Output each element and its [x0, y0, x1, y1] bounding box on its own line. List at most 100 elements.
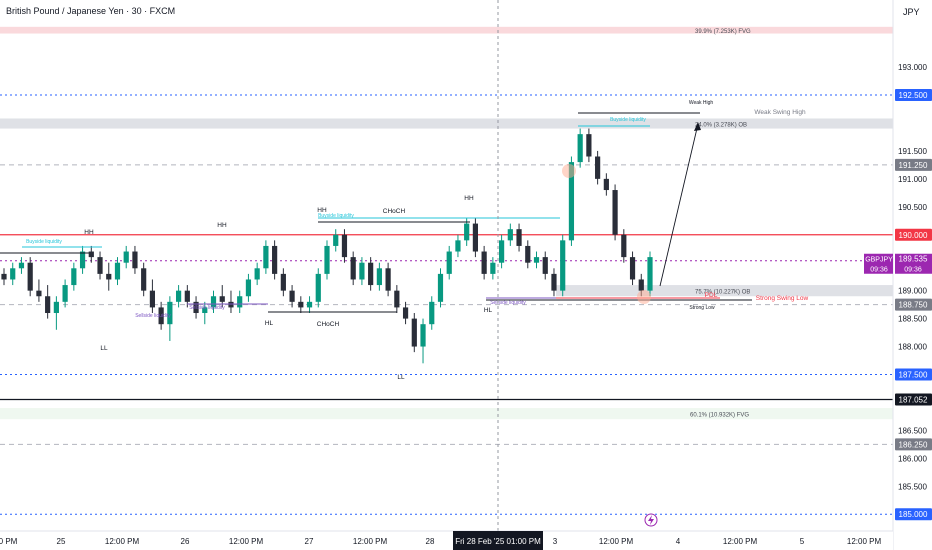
candle — [280, 268, 286, 297]
price-level-badge — [895, 89, 932, 102]
structure-label: CHoCH — [317, 321, 340, 328]
liquidity-sweep-marker — [637, 290, 651, 304]
candle-body — [621, 234, 627, 258]
candle — [455, 234, 461, 258]
candle-body — [455, 240, 461, 252]
candle-body — [298, 301, 304, 308]
candle-body — [228, 301, 234, 308]
chart-title: British Pound / Japanese Yen · 30 · FXCM — [6, 6, 175, 16]
time-tick-label: 0 PM — [0, 537, 18, 546]
candle-body — [429, 301, 435, 325]
candle — [472, 217, 479, 258]
alert-lightning-icon[interactable] — [644, 513, 658, 527]
candle — [420, 318, 426, 364]
candle-body — [560, 240, 566, 291]
structure-label: LL — [100, 345, 108, 352]
candle — [376, 262, 382, 291]
price-tick-label: 193.000 — [898, 63, 927, 72]
candle — [167, 296, 173, 341]
candle — [647, 251, 653, 297]
candle — [341, 229, 348, 263]
candle — [437, 268, 444, 308]
price-level-badge — [895, 438, 932, 451]
candle-body — [114, 262, 121, 280]
candle — [175, 285, 182, 308]
structure-label: Weak High — [689, 100, 714, 106]
candle-body — [306, 301, 313, 308]
candle — [79, 245, 86, 274]
candle-body — [472, 223, 479, 252]
time-tick-label: 26 — [181, 537, 190, 546]
candle — [629, 251, 636, 286]
candle — [306, 296, 313, 314]
candle-body — [149, 290, 156, 308]
candles-layer — [1, 128, 653, 364]
candle — [193, 296, 199, 319]
candle-body — [359, 262, 365, 280]
price-axis-background — [893, 0, 932, 550]
annotations-layer: HH HH HH HH CHoCH CHoCH LL LL HL HL Buyside liquid… — [0, 100, 809, 381]
candle — [97, 251, 103, 280]
price-level-badge-text: 185.000 — [899, 510, 928, 519]
candle-body — [595, 156, 601, 179]
candle — [53, 296, 59, 330]
candle — [429, 296, 435, 330]
time-tick-label: 12:00 PM — [105, 537, 140, 546]
time-tick-label: 25 — [57, 537, 66, 546]
candle — [481, 245, 487, 280]
structure-label: HH — [317, 207, 327, 214]
structure-label: HH — [84, 229, 94, 236]
structure-label: LL — [397, 374, 405, 381]
current-price-badge — [895, 253, 932, 274]
candle — [36, 279, 42, 302]
zone-label: 75.7% (10.227K) OB — [695, 290, 750, 296]
current-price-text: 189.535 — [899, 255, 928, 264]
time-tick-label: 12:00 PM — [353, 537, 388, 546]
zone-label: 39.9% (7.253K) FVG — [695, 29, 751, 35]
candle-body — [62, 285, 68, 302]
axes-layer: 193.000 191.500 191.000 190.500 189.000 188.5… — [0, 63, 932, 550]
price-level-badge-text: 186.250 — [899, 440, 928, 449]
current-countdown-axis: 09:36 — [904, 267, 922, 274]
candle — [202, 301, 208, 325]
candle-body — [368, 262, 374, 286]
zone-label: 24.0% (3.278K) OB — [695, 123, 747, 129]
candle-body — [132, 251, 138, 269]
crosshair-time-badge — [453, 531, 543, 550]
candle-body — [280, 273, 286, 291]
candle-body — [202, 307, 208, 314]
candle — [289, 285, 295, 308]
candle — [263, 240, 269, 274]
candle-body — [481, 251, 487, 274]
candle-body — [45, 296, 51, 314]
candle — [603, 173, 609, 196]
candle-body — [402, 307, 409, 319]
structure-label: Weak Swing High — [754, 109, 806, 116]
candle — [254, 262, 260, 286]
crosshair-time-label: Fri 28 Feb '25 01:00 PM — [455, 537, 541, 546]
candle — [612, 184, 618, 241]
price-tick-label: 186.500 — [898, 426, 927, 435]
candle — [149, 279, 156, 314]
candle — [315, 268, 321, 308]
candle-body — [551, 273, 557, 291]
candle-body — [341, 234, 348, 258]
candle-body — [333, 234, 339, 246]
price-tick-label: 190.500 — [898, 203, 927, 212]
candle-body — [394, 290, 400, 308]
candle-body — [272, 245, 278, 274]
candle-body — [53, 301, 59, 314]
candle — [114, 257, 121, 286]
candle-body — [542, 257, 548, 274]
price-tick-label: 185.500 — [898, 482, 927, 491]
structure-label: Buyside liquidity — [26, 239, 62, 245]
price-tick-label: 191.000 — [898, 175, 927, 184]
candle-body — [324, 245, 330, 274]
time-tick-label: 12:00 PM — [723, 537, 758, 546]
candle-body — [193, 301, 199, 314]
candle-body — [464, 223, 470, 241]
zone-box — [556, 285, 893, 297]
structure-label: PDL — [705, 292, 718, 299]
